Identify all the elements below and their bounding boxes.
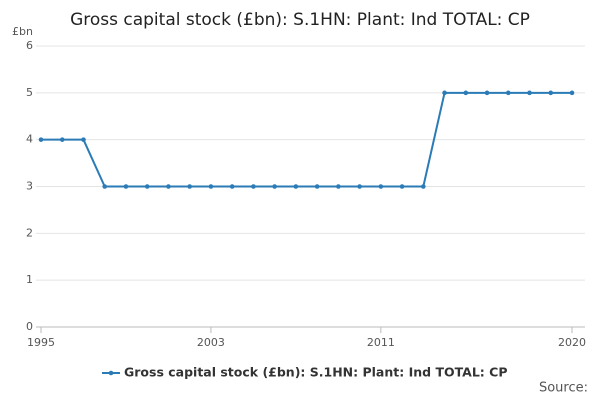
- point: [527, 90, 532, 96]
- x-tick-label: 2011: [367, 336, 395, 349]
- point: [336, 184, 341, 189]
- point: [38, 137, 44, 142]
- y-tick-label: 5: [26, 86, 33, 99]
- point: [166, 184, 171, 189]
- source: Source:: [539, 381, 588, 396]
- line: [41, 91, 572, 188]
- y-tick-label: 3: [26, 180, 33, 193]
- legend-label: Gross capital stock (£bn): S.1HN: Plant:…: [124, 365, 507, 380]
- x-tick-label: 1995: [27, 336, 55, 349]
- point: [59, 137, 65, 142]
- point: [144, 184, 150, 189]
- y-tick-label: 1: [26, 273, 33, 286]
- point: [463, 90, 469, 96]
- x-tick-label: 2020: [558, 336, 586, 349]
- point: [81, 137, 86, 142]
- point: [229, 184, 235, 189]
- y-tick-label: 4: [26, 133, 33, 146]
- point: [399, 184, 405, 189]
- point: [505, 90, 511, 96]
- y-tick-label: 6: [26, 39, 33, 52]
- point: [378, 184, 384, 189]
- point: [357, 184, 362, 189]
- point: [102, 184, 108, 189]
- point: [123, 184, 129, 189]
- y-tick-label: 2: [26, 226, 33, 239]
- x-tick-label: 2003: [197, 336, 225, 349]
- point: [272, 184, 277, 189]
- point: [314, 184, 320, 189]
- point: [208, 184, 214, 189]
- chart-title: Gross capital stock (£bn): S.1HN: Plant:…: [70, 10, 530, 30]
- point: [421, 184, 426, 189]
- point: [569, 90, 575, 96]
- y-axis-label: £bn: [12, 25, 33, 38]
- legend-marker: [108, 370, 114, 376]
- point: [484, 90, 490, 96]
- point: [251, 184, 256, 189]
- point: [548, 90, 554, 96]
- point: [442, 90, 447, 96]
- point: [293, 184, 299, 189]
- y-tick-label: 0: [26, 320, 33, 333]
- point: [187, 184, 192, 189]
